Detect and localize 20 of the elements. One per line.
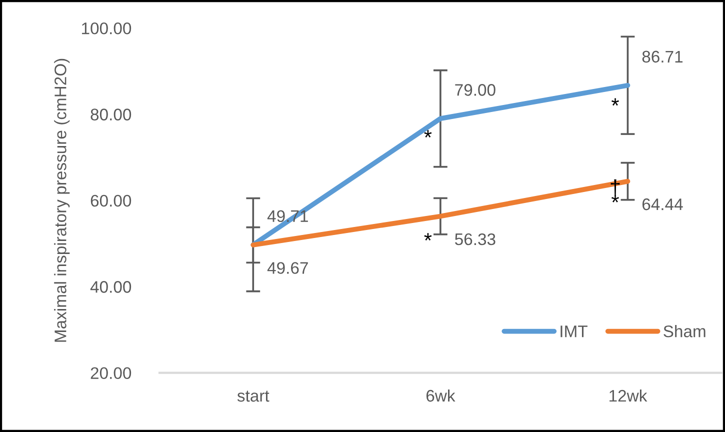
y-tick-label: 60.00: [90, 194, 132, 207]
y-tick-label: 100.00: [82, 22, 132, 34]
data-label: 56.33: [454, 233, 496, 246]
annotation: *: [612, 195, 619, 202]
y-tick-label: 20.00: [90, 367, 132, 380]
y-tick-label: 40.00: [90, 281, 132, 293]
x-tick-label: 6wk: [426, 389, 456, 402]
data-label: 79.00: [455, 84, 496, 96]
annotation: *: [424, 233, 432, 240]
y-axis-title: Maximal inspiratory pressure (cmH2O): [54, 58, 70, 342]
annotation: *: [612, 98, 619, 106]
x-tick-label: 12wk: [610, 389, 648, 402]
legend-label: Sham: [664, 325, 706, 338]
annotation: *: [424, 130, 432, 138]
legend-label: IMT: [560, 326, 588, 338]
data-label: 86.71: [642, 50, 683, 63]
data-label: 64.44: [642, 198, 683, 210]
y-tick-label: 80.00: [90, 108, 132, 120]
data-label: 49.67: [267, 262, 308, 274]
x-tick-label: start: [237, 390, 270, 402]
